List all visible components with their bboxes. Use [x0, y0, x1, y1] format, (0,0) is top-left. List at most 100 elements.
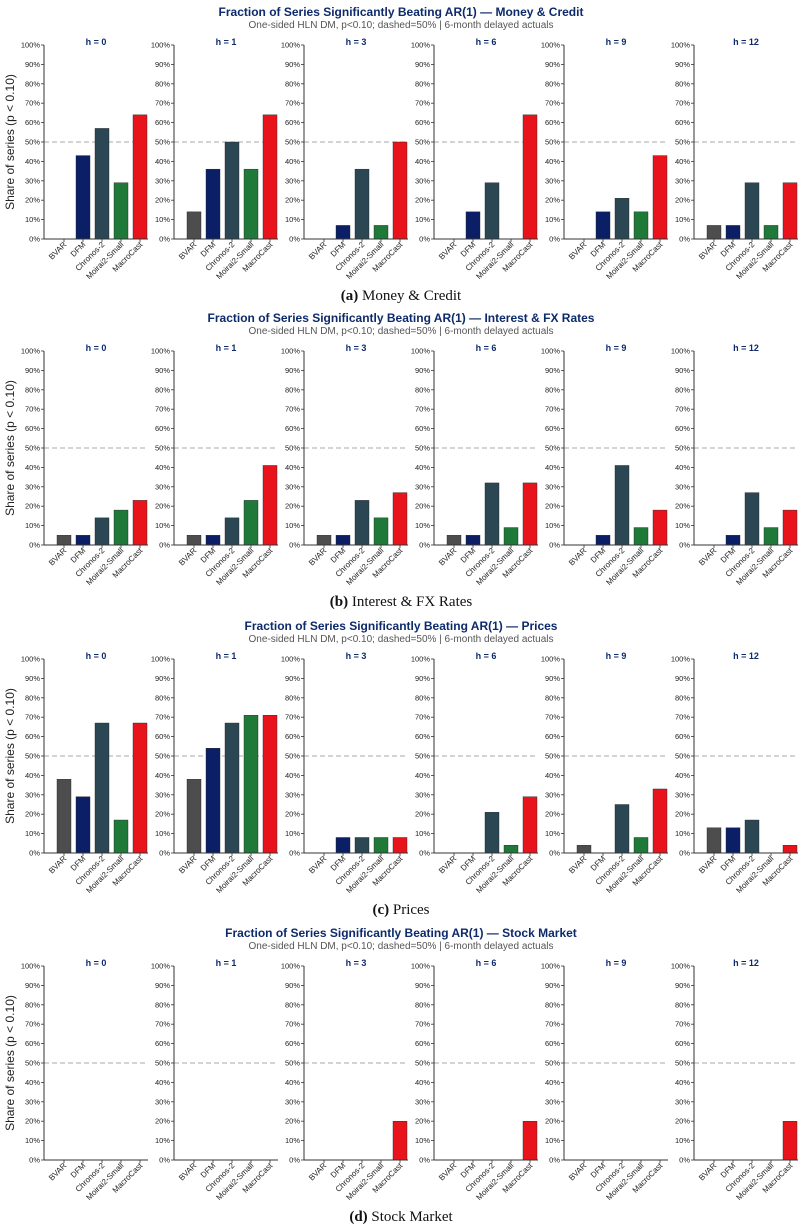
- bar-dfm: [205, 168, 221, 240]
- bar-macrocast: [262, 114, 278, 240]
- bar-chronos-2: [484, 482, 500, 546]
- y-tick-label: 90%: [675, 674, 690, 683]
- bar-chronos-2: [744, 492, 760, 546]
- panel-h-1: h = 1 0% 10% 20% 30% 40% 50% 60% 70% 80% 90% 100% BV…: [151, 958, 278, 1202]
- y-tick-label: 10%: [415, 1136, 430, 1145]
- y-tick-label: 40%: [545, 463, 560, 472]
- y-tick-label: 0%: [549, 849, 560, 858]
- panel-h-12: h = 12 0% 10% 20% 30% 40% 50% 60% 70% 80% 90% 100% B…: [671, 958, 798, 1202]
- y-tick-label: 90%: [545, 366, 560, 375]
- bar-moirai2-small: [633, 211, 649, 240]
- chart-title: Fraction of Series Significantly Beating…: [245, 619, 558, 633]
- y-tick-label: 100%: [541, 347, 561, 356]
- y-tick-label: 80%: [545, 693, 560, 702]
- y-tick-label: 40%: [415, 157, 430, 166]
- panel-title: h = 0: [86, 958, 107, 968]
- x-tick-label: BVAR: [697, 854, 719, 876]
- y-tick-label: 60%: [675, 118, 690, 127]
- y-tick-label: 80%: [155, 1000, 170, 1009]
- bar-bvar: [706, 827, 722, 854]
- y-tick-label: 80%: [25, 79, 40, 88]
- chart-4: Fraction of Series Significantly Beating…: [3, 926, 798, 1225]
- bar-chronos-2: [484, 182, 500, 240]
- y-tick-label: 10%: [155, 215, 170, 224]
- y-tick-label: 20%: [155, 196, 170, 205]
- bar-macrocast: [522, 482, 538, 546]
- y-tick-label: 40%: [155, 771, 170, 780]
- panel-h-9: h = 9 0% 10% 20% 30% 40% 50% 60% 70% 80% 90% 100% BV…: [541, 343, 668, 587]
- bar-macrocast: [132, 722, 148, 854]
- x-tick-label: BVAR: [567, 240, 589, 262]
- bar-macrocast: [782, 1120, 798, 1161]
- x-tick-label: BVAR: [437, 1161, 459, 1183]
- y-tick-label: 90%: [155, 366, 170, 375]
- y-tick-label: 100%: [281, 655, 301, 664]
- y-tick-label: 30%: [415, 482, 430, 491]
- panel-h-6: h = 6 0% 10% 20% 30% 40% 50% 60% 70% 80% 90% 100% BV…: [411, 651, 538, 895]
- y-tick-label: 80%: [675, 693, 690, 702]
- x-tick-label: BVAR: [47, 240, 69, 262]
- panel-title: h = 0: [86, 651, 107, 661]
- panel-title: h = 9: [606, 343, 627, 353]
- chart-1: Fraction of Series Significantly Beating…: [3, 5, 798, 304]
- y-tick-label: 40%: [285, 1078, 300, 1087]
- y-tick-label: 90%: [675, 366, 690, 375]
- bar-chronos-2: [354, 500, 370, 546]
- y-tick-label: 80%: [25, 693, 40, 702]
- bar-moirai2-small: [243, 715, 259, 854]
- bar-moirai2-small: [113, 182, 129, 240]
- y-tick-label: 60%: [25, 1039, 40, 1048]
- y-tick-label: 50%: [285, 1059, 300, 1068]
- y-tick-label: 10%: [25, 215, 40, 224]
- y-tick-label: 50%: [675, 1059, 690, 1068]
- y-tick-label: 90%: [415, 366, 430, 375]
- panel-h-9: h = 9 0% 10% 20% 30% 40% 50% 60% 70% 80% 90% 100% BV…: [541, 651, 668, 895]
- y-tick-label: 70%: [545, 713, 560, 722]
- y-tick-label: 60%: [675, 732, 690, 741]
- panel-h-9: h = 9 0% 10% 20% 30% 40% 50% 60% 70% 80% 90% 100% BV…: [541, 37, 668, 281]
- subfigure-caption: (a) Money & Credit: [341, 288, 462, 304]
- y-tick-label: 80%: [155, 693, 170, 702]
- bar-dfm: [725, 225, 741, 240]
- y-tick-label: 80%: [545, 385, 560, 394]
- x-tick-label: BVAR: [307, 546, 329, 568]
- y-tick-label: 20%: [545, 810, 560, 819]
- y-tick-label: 80%: [675, 385, 690, 394]
- y-tick-label: 100%: [21, 655, 41, 664]
- panel-h-9: h = 9 0% 10% 20% 30% 40% 50% 60% 70% 80% 90% 100% BV…: [541, 958, 668, 1202]
- y-tick-label: 100%: [411, 655, 431, 664]
- bar-chronos-2: [94, 517, 110, 546]
- y-tick-label: 0%: [549, 1156, 560, 1165]
- y-tick-label: 30%: [285, 1097, 300, 1106]
- bar-dfm: [335, 225, 351, 240]
- bar-bvar: [706, 225, 722, 240]
- x-tick-label: BVAR: [697, 240, 719, 262]
- panel-h-6: h = 6 0% 10% 20% 30% 40% 50% 60% 70% 80% 90% 100% BV…: [411, 958, 538, 1202]
- panel-title: h = 12: [733, 343, 759, 353]
- x-tick-label: BVAR: [47, 546, 69, 568]
- y-tick-label: 90%: [25, 981, 40, 990]
- bar-moirai2-small: [373, 517, 389, 546]
- y-tick-label: 0%: [289, 1156, 300, 1165]
- y-tick-label: 10%: [285, 1136, 300, 1145]
- x-tick-label: BVAR: [307, 240, 329, 262]
- y-tick-label: 30%: [155, 482, 170, 491]
- y-tick-label: 70%: [285, 405, 300, 414]
- bar-macrocast: [262, 465, 278, 546]
- y-tick-label: 40%: [675, 463, 690, 472]
- y-tick-label: 40%: [155, 463, 170, 472]
- x-tick-label: BVAR: [437, 546, 459, 568]
- bar-macrocast: [522, 796, 538, 854]
- y-tick-label: 50%: [285, 444, 300, 453]
- y-tick-label: 90%: [285, 60, 300, 69]
- y-tick-label: 30%: [155, 790, 170, 799]
- bar-dfm: [205, 535, 221, 546]
- bar-dfm: [205, 748, 221, 854]
- y-tick-label: 50%: [155, 752, 170, 761]
- y-tick-label: 90%: [415, 674, 430, 683]
- y-tick-label: 20%: [675, 196, 690, 205]
- caption-label: (c): [372, 902, 389, 918]
- bar-bvar: [316, 535, 332, 546]
- y-tick-label: 100%: [151, 347, 171, 356]
- y-tick-label: 60%: [675, 1039, 690, 1048]
